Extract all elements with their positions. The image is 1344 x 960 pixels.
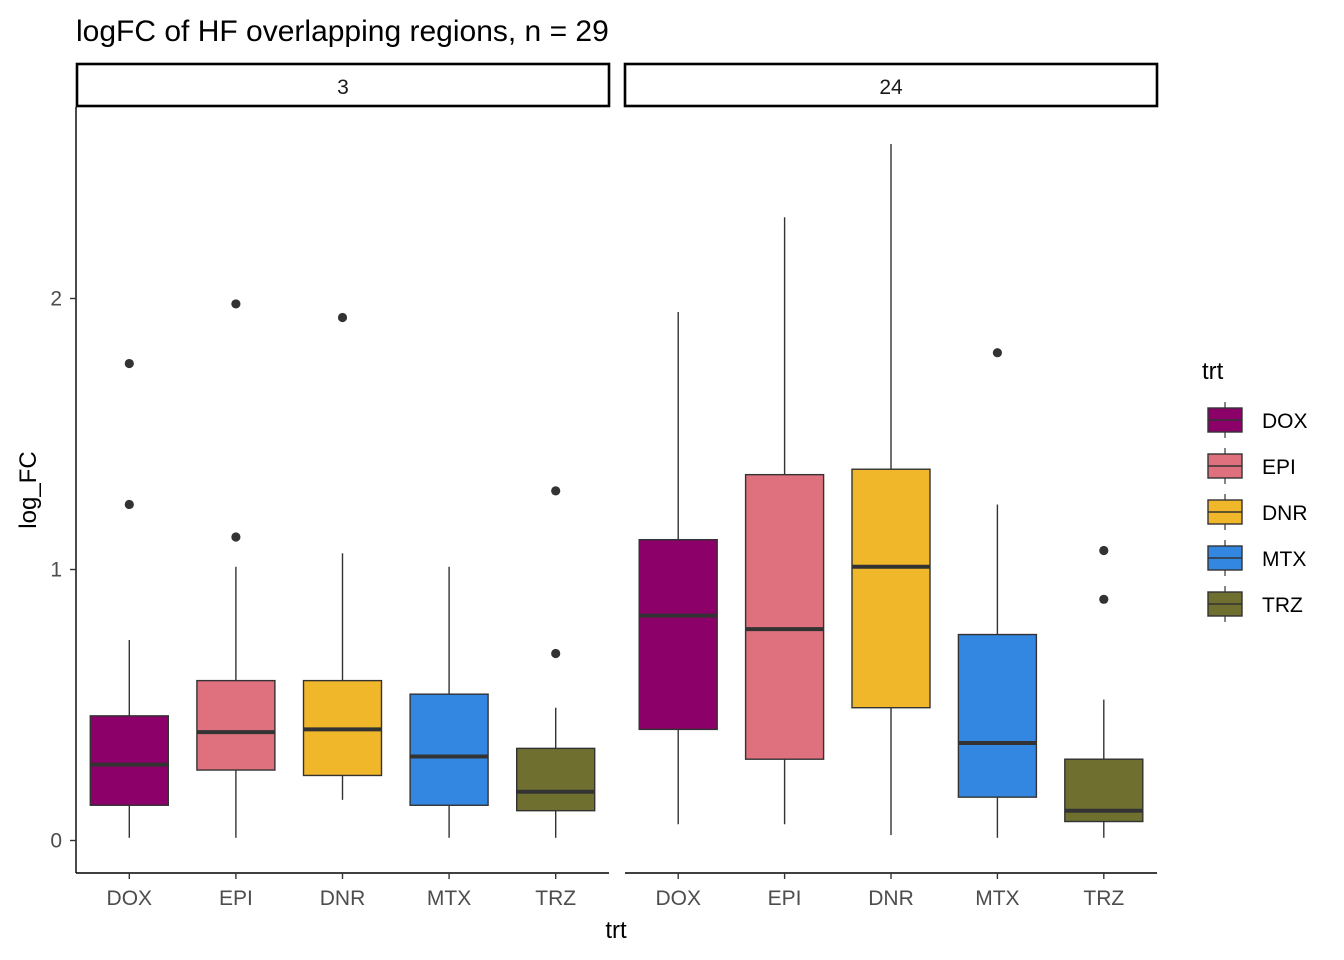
box-mtx-facet-3	[409, 566, 489, 838]
y-tick-label: 1	[50, 559, 62, 582]
facet-panel-3	[89, 299, 596, 838]
legend-key-dox	[1207, 402, 1243, 438]
facet-strip-3: 3	[75, 62, 611, 108]
x-tick-label: MTX	[975, 887, 1019, 910]
legend-key-mtx	[1207, 540, 1243, 576]
facet-strip-box	[623, 62, 1159, 108]
x-tick-label: EPI	[768, 887, 802, 910]
x-axis-title: trt	[605, 917, 627, 944]
facet-panel-24	[638, 144, 1144, 838]
outlier-point	[992, 348, 1003, 358]
box-iqr	[957, 633, 1038, 798]
outlier-point	[1099, 594, 1109, 604]
box-dnr-facet-24	[851, 144, 931, 836]
box-epi-facet-3	[196, 299, 276, 838]
facet-strip-label: 3	[337, 76, 349, 99]
legend: trt DOX EPI DNR MTX TRZ	[1202, 358, 1308, 622]
outlier-point	[551, 486, 561, 496]
box-iqr	[409, 693, 489, 806]
x-axis-ticks: DOX EPI DNR MTX TRZ DOX EPI DNR MTX TRZ	[107, 873, 1124, 910]
outlier-point	[124, 358, 134, 369]
legend-label: DNR	[1262, 502, 1308, 525]
outlier-point	[231, 299, 241, 309]
box-mtx-facet-24	[957, 348, 1038, 838]
outlier-point	[551, 648, 561, 659]
legend-title: trt	[1202, 358, 1224, 385]
x-tick-label: MTX	[427, 887, 471, 910]
box-trz-facet-24	[1064, 545, 1144, 838]
box-dox-facet-24	[638, 312, 718, 825]
box-iqr	[196, 679, 276, 771]
legend-label: DOX	[1262, 410, 1308, 433]
facet-strip-box	[75, 62, 611, 108]
legend-label: MTX	[1262, 548, 1306, 571]
legend-label: EPI	[1262, 456, 1296, 479]
chart-title: logFC of HF overlapping regions, n = 29	[76, 15, 609, 48]
outlier-point	[231, 532, 241, 542]
box-iqr	[851, 468, 931, 709]
box-iqr	[516, 747, 596, 812]
x-tick-label: DNR	[320, 887, 366, 910]
box-epi-facet-24	[744, 217, 825, 825]
box-iqr	[638, 538, 718, 731]
legend-key-dnr	[1207, 494, 1243, 530]
facet-strip-label: 24	[879, 76, 903, 99]
box-iqr	[744, 473, 825, 760]
box-trz-facet-3	[516, 486, 596, 838]
facet-strip-24: 24	[623, 62, 1159, 108]
box-dnr-facet-3	[302, 312, 383, 800]
x-tick-label: DOX	[655, 887, 701, 910]
legend-label: TRZ	[1262, 594, 1303, 617]
legend-key-epi	[1207, 448, 1243, 484]
outlier-point	[1099, 545, 1109, 556]
x-tick-label: DNR	[868, 887, 914, 910]
outlier-point	[337, 312, 348, 323]
outlier-point	[124, 499, 134, 510]
box-dox-facet-3	[89, 358, 170, 838]
y-axis-ticks: 0 1 2	[50, 288, 76, 853]
x-tick-label: TRZ	[1083, 887, 1124, 910]
y-tick-label: 2	[50, 288, 62, 311]
y-tick-label: 0	[50, 830, 62, 853]
box-iqr	[89, 715, 170, 806]
legend-key-trz	[1207, 586, 1243, 622]
x-tick-label: DOX	[107, 887, 153, 910]
y-axis-title: log_FC	[15, 451, 42, 528]
x-tick-label: EPI	[219, 887, 253, 910]
x-tick-label: TRZ	[535, 887, 576, 910]
